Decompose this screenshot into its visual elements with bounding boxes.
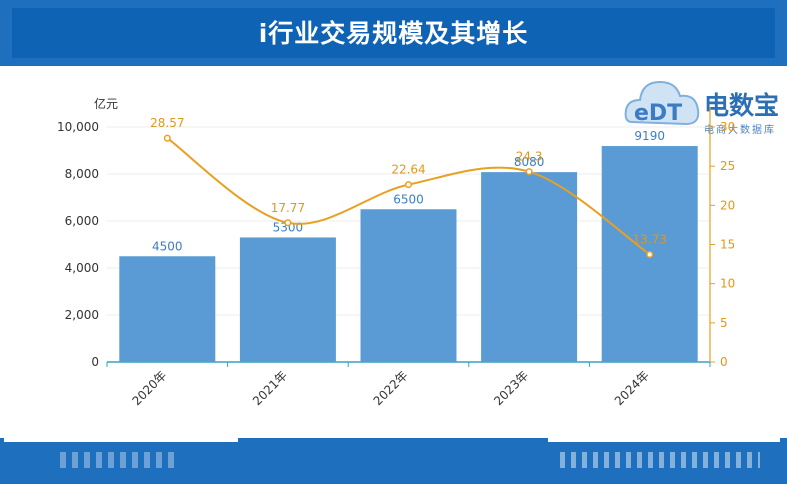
growth-rate-label: 13.73: [633, 232, 667, 246]
logo-tagline: 电商大数据库: [704, 125, 776, 136]
growth-rate-label: 17.77: [271, 201, 305, 215]
y-axis-label: 亿元: [94, 96, 118, 111]
y-tick-label: 4,000: [65, 261, 99, 275]
y2-tick-label: 5: [720, 316, 728, 330]
y-tick-label: 6,000: [65, 214, 99, 228]
bar: [360, 209, 457, 362]
y2-tick-label: 30: [720, 120, 735, 134]
y-tick-label: 2,000: [65, 308, 99, 322]
y2-tick-label: 20: [720, 198, 735, 212]
footer-blurred-text-right: [560, 452, 760, 468]
x-tick-label: 2023年: [491, 368, 531, 408]
y-tick-label: 10,000: [57, 120, 99, 134]
growth-rate-label: 24.3: [516, 150, 543, 164]
footer-blurred-text-left: [60, 452, 180, 468]
bar-value-label: 9190: [634, 129, 665, 143]
x-tick-label: 2022年: [371, 368, 411, 408]
logo-name: 电数宝: [704, 91, 780, 120]
chart-area: 0 2,000 4,000 6,000 8,000 10,000 0 5 10 15 20 25 30 亿…: [57, 96, 735, 408]
y2-tick-label: 25: [720, 159, 735, 173]
growth-rate-point: [163, 134, 171, 142]
growth-rate-point: [404, 181, 413, 189]
footer-strip-right: [548, 434, 780, 442]
y2-tick-label: 0: [720, 355, 728, 369]
y-tick-label: 0: [91, 355, 99, 369]
bar-value-label: 6500: [393, 192, 424, 206]
logo-mark-text: eDT: [634, 101, 682, 126]
header-inner-panel: [12, 8, 775, 58]
growth-rate-point: [646, 250, 654, 258]
x-tick-label: 2021年: [250, 368, 290, 408]
footer-strip-left: [4, 434, 238, 442]
growth-rate-point: [525, 168, 533, 176]
logo-cloud-icon: eDT: [624, 80, 700, 126]
y-tick-label: 8,000: [65, 167, 99, 181]
bar: [481, 172, 578, 362]
bar-value-label: 8080: [514, 155, 545, 169]
growth-rate-label: 28.57: [150, 116, 184, 130]
chart-title: i行业交易规模及其增长: [258, 19, 529, 48]
bar-value-label: 4500: [152, 239, 183, 253]
y2-tick-label: 10: [720, 277, 735, 291]
growth-rate-label: 22.64: [391, 163, 425, 177]
footer-bar: [0, 438, 787, 484]
x-tick-label: 2024年: [612, 368, 652, 408]
y2-tick-label: 15: [720, 238, 735, 252]
x-tick-label: 2020年: [129, 368, 169, 408]
bar: [119, 256, 216, 362]
growth-rate-point: [284, 219, 292, 227]
header-bar: [0, 0, 787, 66]
bar: [239, 237, 336, 362]
